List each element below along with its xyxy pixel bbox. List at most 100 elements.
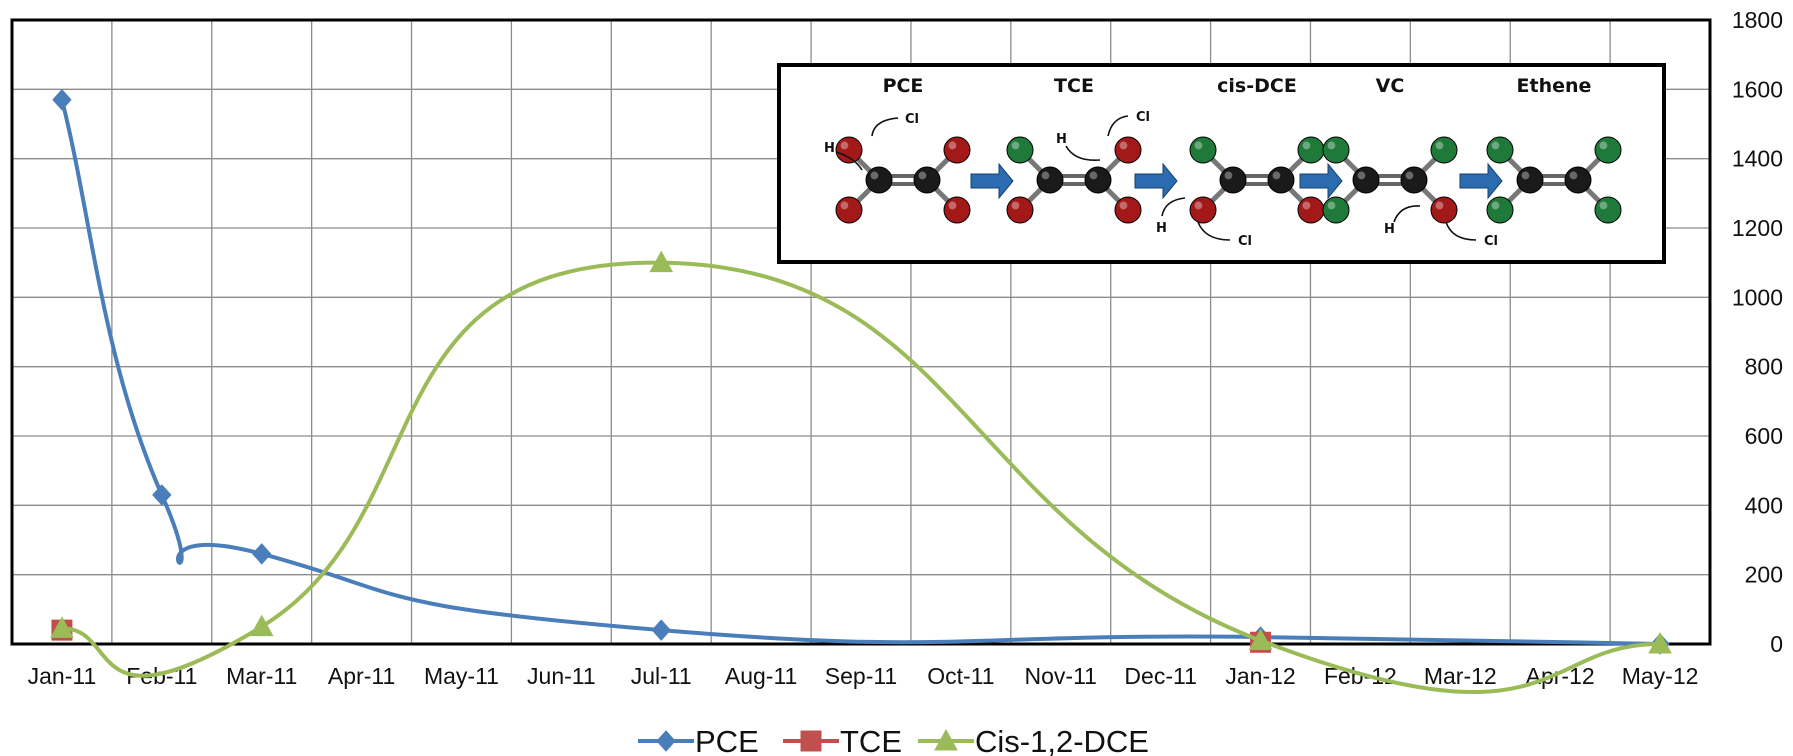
exchange-arrow <box>1161 197 1186 217</box>
reaction-arrow-icon <box>970 162 1014 200</box>
exchange-arrow <box>1107 115 1129 137</box>
data-point-pce <box>152 484 172 506</box>
atom-highlight <box>948 141 957 150</box>
carbon-atom <box>1084 166 1112 194</box>
hydrogen-atom <box>1297 136 1325 164</box>
hydrogen-atom <box>1322 136 1350 164</box>
hydrogen-atom <box>1486 196 1514 224</box>
y-tick-label: 1400 <box>1732 146 1783 172</box>
annotation-label: H <box>1056 132 1067 147</box>
molecule-label: PCE <box>883 75 924 97</box>
carbon-atom <box>1564 166 1592 194</box>
atom-highlight <box>1302 201 1311 210</box>
x-axis-ticks: Jan-11 Feb-11 Mar-11 Apr-11 May-11 Jun-11 Jul-… <box>28 663 1699 689</box>
series-line-pce <box>60 99 1661 646</box>
y-tick-label: 1600 <box>1732 76 1783 102</box>
atom-highlight <box>1435 201 1444 210</box>
exchange-arrow <box>1065 145 1101 162</box>
legend-label-cis-1-2-dce: Cis-1,2-DCE <box>975 724 1149 756</box>
reaction-arrow-icon <box>1299 162 1343 200</box>
x-tick-label: Apr-11 <box>328 663 395 689</box>
reaction-arrow-icon <box>1459 162 1503 200</box>
annotation-label: H <box>1156 221 1167 236</box>
atom-highlight <box>1272 171 1281 180</box>
atom-highlight <box>1041 171 1050 180</box>
atom-highlight <box>1119 141 1128 150</box>
hydrogen-atom <box>1594 196 1622 224</box>
data-point-cis-1-2-dce <box>50 616 74 638</box>
molecule-label: TCE <box>1054 75 1094 97</box>
molecule-label: cis-DCE <box>1217 75 1297 97</box>
y-tick-label: 0 <box>1770 631 1783 657</box>
legend-marker-pce <box>656 730 676 752</box>
annotation-label: H <box>824 141 835 156</box>
atom-highlight <box>1599 141 1608 150</box>
data-point-pce <box>52 88 72 111</box>
y-tick-label: 1800 <box>1732 7 1783 33</box>
series-group <box>50 88 1672 695</box>
chlorine-atom <box>1114 196 1142 224</box>
x-tick-label: Apr-12 <box>1526 663 1595 689</box>
atom-highlight <box>840 201 849 210</box>
atom-highlight <box>1435 141 1444 150</box>
atom-highlight <box>1089 171 1098 180</box>
x-tick-label: Jan-11 <box>28 663 97 689</box>
atom-highlight <box>1357 171 1366 180</box>
x-tick-label: Jul-11 <box>631 663 692 689</box>
data-point-pce <box>252 543 272 565</box>
y-tick-label: 400 <box>1745 492 1783 518</box>
hydrogen-atom <box>1594 136 1622 164</box>
chlorine-atom <box>1430 196 1458 224</box>
carbon-atom <box>1516 166 1544 194</box>
legend: PCE TCE Cis-1,2-DCE <box>638 724 1149 756</box>
x-tick-label: Dec-11 <box>1124 663 1196 689</box>
annotation-label: Cl <box>1238 234 1252 249</box>
x-tick-label: Jun-11 <box>527 663 596 689</box>
exchange-arrow <box>1445 221 1477 241</box>
atom-highlight <box>1119 201 1128 210</box>
atom-highlight <box>840 141 849 150</box>
carbon-atom <box>1400 166 1428 194</box>
carbon-atom <box>1352 166 1380 194</box>
legend-marker-tce <box>800 730 822 752</box>
chlorine-atom <box>835 196 863 224</box>
chlorine-atom <box>1006 196 1034 224</box>
hydrogen-atom <box>1189 136 1217 164</box>
annotation-label: Cl <box>1484 234 1498 249</box>
atom-highlight <box>1491 141 1500 150</box>
atom-highlight <box>1194 141 1203 150</box>
chlorine-atom <box>1297 196 1325 224</box>
y-tick-label: 1200 <box>1732 215 1783 241</box>
atom-highlight <box>1011 201 1020 210</box>
annotation-label: Cl <box>1136 110 1150 125</box>
exchange-arrow <box>1393 205 1421 223</box>
hydrogen-atom <box>1430 136 1458 164</box>
legend-marker-cis-1-2-dce <box>934 728 958 751</box>
chlorine-atom <box>943 136 971 164</box>
atom-highlight <box>1405 171 1414 180</box>
carbon-atom <box>1219 166 1247 194</box>
x-tick-label: Oct-11 <box>927 663 994 689</box>
atom-highlight <box>918 171 927 180</box>
molecule-label: Ethene <box>1517 75 1592 97</box>
atom-highlight <box>1327 141 1336 150</box>
y-tick-label: 600 <box>1745 423 1783 449</box>
carbon-atom <box>913 166 941 194</box>
atom-highlight <box>948 201 957 210</box>
annotation-label: H <box>1384 222 1395 237</box>
y-tick-label: 800 <box>1745 354 1783 380</box>
x-tick-label: May-11 <box>424 663 499 689</box>
reaction-arrow-icon <box>1134 162 1178 200</box>
hydrogen-atom <box>1322 196 1350 224</box>
x-tick-label: May-12 <box>1622 663 1699 689</box>
x-tick-label: Aug-11 <box>725 663 797 689</box>
y-axis-ticks: 0 200 400 600 800 1000 1200 1400 1600 1800 <box>1732 7 1783 657</box>
legend-label-tce: TCE <box>840 724 902 756</box>
atom-highlight <box>1224 171 1233 180</box>
data-point-cis-1-2-dce <box>249 614 274 637</box>
data-point-pce <box>651 619 671 641</box>
hydrogen-atom <box>1006 136 1034 164</box>
atom-highlight <box>1011 141 1020 150</box>
x-tick-label: Jan-12 <box>1225 663 1295 689</box>
